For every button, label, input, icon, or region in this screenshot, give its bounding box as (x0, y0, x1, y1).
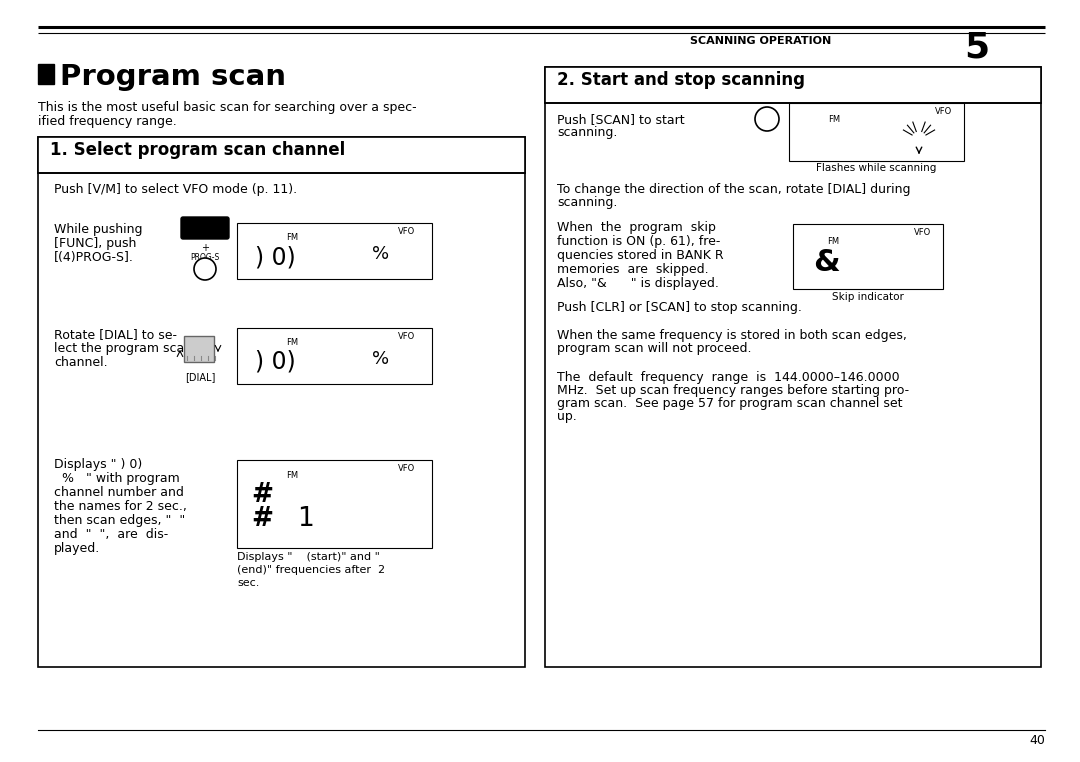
Text: played.: played. (54, 542, 100, 555)
FancyBboxPatch shape (181, 217, 229, 239)
Text: Push [SCAN] to start: Push [SCAN] to start (557, 113, 685, 126)
Circle shape (194, 258, 216, 280)
Text: 40: 40 (1029, 734, 1045, 747)
Text: FM: FM (286, 471, 298, 480)
Text: FM: FM (286, 233, 298, 242)
Text: channel.: channel. (54, 356, 108, 369)
Text: FM: FM (828, 115, 840, 124)
Text: This is the most useful basic scan for searching over a spec-: This is the most useful basic scan for s… (38, 101, 417, 114)
Text: program scan will not proceed.: program scan will not proceed. (557, 342, 752, 355)
Text: PROG-S: PROG-S (190, 253, 219, 262)
Text: Flashes while scanning: Flashes while scanning (815, 163, 936, 173)
Text: 1: 1 (297, 506, 314, 532)
Text: Also, "&      " is displayed.: Also, "& " is displayed. (557, 277, 719, 290)
Text: FM: FM (827, 237, 839, 246)
Text: Push [CLR] or [SCAN] to stop scanning.: Push [CLR] or [SCAN] to stop scanning. (557, 301, 801, 314)
Text: the names for 2 sec.,: the names for 2 sec., (54, 500, 187, 513)
Text: FM: FM (286, 338, 298, 347)
Text: To change the direction of the scan, rotate [DIAL] during: To change the direction of the scan, rot… (557, 183, 910, 196)
Text: up.: up. (557, 410, 577, 423)
Text: Rotate [DIAL] to se-: Rotate [DIAL] to se- (54, 328, 177, 341)
Text: 4: 4 (201, 263, 208, 273)
Text: memories  are  skipped.: memories are skipped. (557, 263, 708, 276)
Text: VFO: VFO (399, 227, 416, 236)
Text: When  the  program  skip: When the program skip (557, 221, 716, 234)
Text: ) 0): ) 0) (255, 245, 296, 269)
Text: %   " with program: % " with program (54, 472, 179, 485)
Text: ified frequency range.: ified frequency range. (38, 115, 177, 128)
Text: Displays " ) 0): Displays " ) 0) (54, 458, 143, 471)
Text: #: # (251, 506, 273, 532)
Text: ) 0): ) 0) (255, 350, 296, 374)
Text: MHz.  Set up scan frequency ranges before starting pro-: MHz. Set up scan frequency ranges before… (557, 384, 909, 397)
Text: FUNC: FUNC (191, 227, 219, 236)
Bar (38, 137, 525, 173)
Bar (545, 67, 1041, 667)
Text: SCANNING OPERATION: SCANNING OPERATION (690, 36, 832, 46)
Text: Displays "    (start)" and ": Displays " (start)" and " (237, 552, 380, 562)
Bar (184, 336, 214, 362)
Text: function is ON (p. 61), fre-: function is ON (p. 61), fre- (557, 235, 720, 248)
Circle shape (755, 107, 779, 131)
Text: and  "  ",  are  dis-: and " ", are dis- (54, 528, 168, 541)
Text: #: # (251, 482, 273, 508)
Bar (38, 137, 525, 667)
Text: While pushing: While pushing (54, 223, 143, 236)
Bar (237, 460, 432, 548)
Text: scanning.: scanning. (557, 196, 618, 209)
Text: gram scan.  See page 57 for program scan channel set: gram scan. See page 57 for program scan … (557, 397, 903, 410)
Text: Skip indicator: Skip indicator (832, 292, 904, 302)
Text: sec.: sec. (237, 578, 259, 588)
Text: VFO: VFO (399, 464, 416, 473)
Text: VFO: VFO (935, 107, 953, 116)
Text: [FUNC], push: [FUNC], push (54, 237, 136, 250)
Text: quencies stored in BANK R: quencies stored in BANK R (557, 249, 724, 262)
Text: 1. Select program scan channel: 1. Select program scan channel (50, 141, 346, 159)
Text: scanning.: scanning. (557, 126, 618, 139)
Text: Program scan: Program scan (60, 63, 286, 91)
Bar (38, 64, 54, 84)
Text: [(4)PROG-S].: [(4)PROG-S]. (54, 251, 134, 264)
Text: VFO: VFO (915, 228, 932, 237)
Text: %: % (372, 350, 389, 368)
Text: +: + (201, 243, 210, 253)
Text: The  default  frequency  range  is  144.0000–146.0000: The default frequency range is 144.0000–… (557, 371, 900, 384)
Text: VFO: VFO (399, 332, 416, 341)
Text: (end)" frequencies after  2: (end)" frequencies after 2 (237, 565, 386, 575)
Text: Push [V/M] to select VFO mode (p. 11).: Push [V/M] to select VFO mode (p. 11). (54, 183, 297, 196)
Text: channel number and: channel number and (54, 486, 184, 499)
Bar (789, 103, 964, 161)
Text: [DIAL]: [DIAL] (185, 372, 215, 382)
Text: lect the program scan: lect the program scan (54, 342, 192, 355)
Text: When the same frequency is stored in both scan edges,: When the same frequency is stored in bot… (557, 329, 907, 342)
Text: SCAN: SCAN (756, 115, 778, 121)
Text: then scan edges, "  ": then scan edges, " " (54, 514, 186, 527)
Bar (793, 224, 943, 289)
Text: %: % (372, 245, 389, 263)
Text: 5: 5 (964, 31, 989, 65)
Bar (237, 328, 432, 384)
Bar (545, 67, 1041, 103)
Bar (237, 223, 432, 279)
Text: &: & (813, 248, 839, 277)
Text: 2. Start and stop scanning: 2. Start and stop scanning (557, 71, 805, 89)
